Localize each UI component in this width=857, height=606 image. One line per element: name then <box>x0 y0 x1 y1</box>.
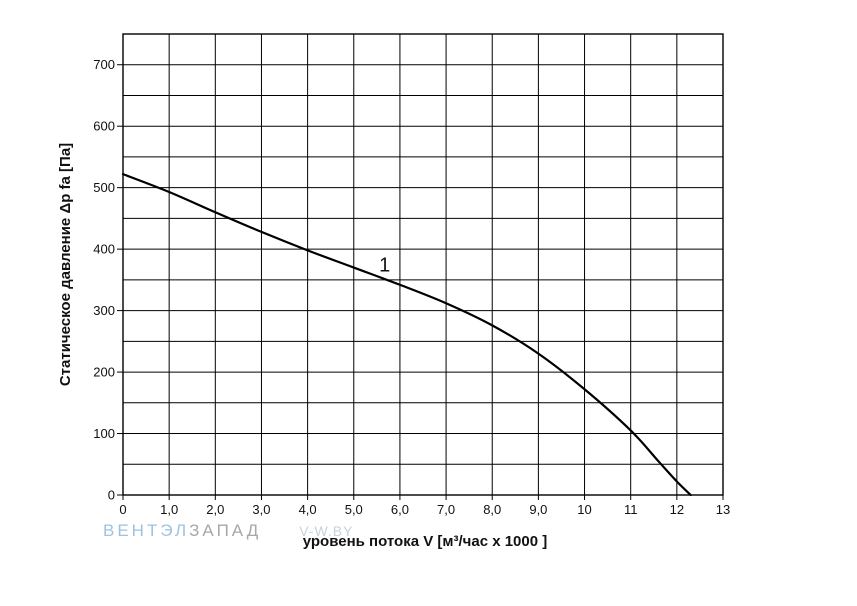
y-tick-label: 600 <box>93 119 115 134</box>
x-tick-label: 10 <box>577 502 591 517</box>
x-tick-label: 2,0 <box>206 502 224 517</box>
y-tick-label: 400 <box>93 242 115 257</box>
series-curve-1 <box>121 173 692 497</box>
watermark-part-2: ЗАПАД <box>189 521 262 540</box>
watermark-part-1: ВЕНТЭЛ <box>103 521 190 540</box>
x-tick-label: 4,0 <box>299 502 317 517</box>
x-tick-label: 8,0 <box>483 502 501 517</box>
x-tick-label: 9,0 <box>529 502 547 517</box>
x-tick-label: 6,0 <box>391 502 409 517</box>
x-tick-label: 5,0 <box>345 502 363 517</box>
x-tick-label: 13 <box>716 502 730 517</box>
x-axis: 0 1,0 2,0 3,0 4,0 5,0 6,0 7,0 8,0 9,0 10 11 12 13 <box>119 495 730 517</box>
grid <box>123 34 723 495</box>
watermark-part-3: V-W.BY <box>299 523 354 539</box>
x-tick-label: 1,0 <box>160 502 178 517</box>
watermark-logo: ВЕНТЭЛЗАПАД V-W.BY <box>103 521 353 541</box>
x-tick-label: 11 <box>624 502 638 517</box>
x-axis-label: уровень потока V [м³/час x 1000 ] <box>303 533 548 550</box>
y-tick-label: 100 <box>93 426 115 441</box>
y-axis-label: Статическое давление Δp fa [Па] <box>57 143 74 386</box>
x-tick-label: 12 <box>670 502 684 517</box>
curve-label-1: 1 <box>379 255 390 277</box>
x-tick-label: 0 <box>119 502 126 517</box>
y-axis: 0 100 200 300 400 500 600 700 <box>93 57 123 503</box>
x-tick-label: 3,0 <box>252 502 270 517</box>
plot-frame <box>122 33 724 496</box>
y-tick-label: 500 <box>93 180 115 195</box>
x-tick-label: 7,0 <box>437 502 455 517</box>
y-tick-label: 300 <box>93 303 115 318</box>
y-tick-label: 0 <box>108 488 115 503</box>
y-tick-label: 200 <box>93 365 115 380</box>
y-tick-label: 700 <box>93 57 115 72</box>
